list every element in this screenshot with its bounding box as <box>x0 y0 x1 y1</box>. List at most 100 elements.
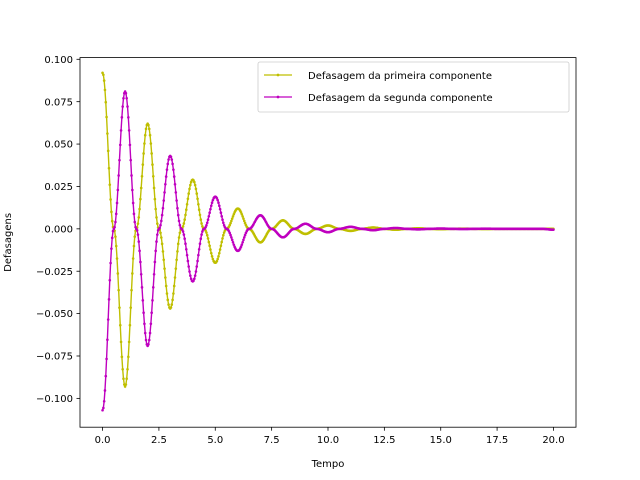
series-point <box>127 340 131 344</box>
series-point <box>139 197 142 201</box>
series-point <box>216 257 219 261</box>
series-point <box>164 276 167 279</box>
series-point <box>188 270 191 273</box>
series-point <box>175 258 178 262</box>
series-point <box>124 383 128 386</box>
series-point <box>186 259 190 263</box>
series-point <box>131 272 134 275</box>
series-point <box>205 231 208 234</box>
y-tick-label: −0.050 <box>36 309 73 320</box>
series-point <box>110 247 113 250</box>
series-point <box>169 155 173 159</box>
series-point <box>175 199 178 202</box>
series-markers-1 <box>101 71 555 388</box>
series-point <box>131 201 135 205</box>
series-point <box>132 212 136 216</box>
series-point <box>195 192 199 195</box>
series-point <box>141 163 145 166</box>
series-point <box>221 237 224 240</box>
series-point <box>143 142 146 145</box>
series-point <box>196 259 199 263</box>
y-axis: −0.100 −0.075 −0.050 −0.025 0.000 0.025 0.050 0… <box>36 55 80 405</box>
series-point <box>204 229 207 232</box>
series-point <box>239 245 243 249</box>
series-point <box>231 215 235 218</box>
series-point <box>164 175 168 178</box>
legend-label-segunda: Defasagem da segunda componente <box>308 93 493 104</box>
series-point <box>193 183 197 187</box>
series-point <box>216 198 219 202</box>
series-point <box>117 174 120 177</box>
series-point <box>102 399 106 403</box>
series-point <box>120 355 124 359</box>
series-point <box>147 127 151 131</box>
series-point <box>128 143 132 147</box>
series-point <box>232 243 236 246</box>
x-tick-label: 12.5 <box>373 435 395 446</box>
series-point <box>178 223 182 227</box>
series-point <box>230 238 234 242</box>
series-point <box>205 233 209 237</box>
series-point <box>121 105 124 108</box>
x-axis: 0.0 2.5 5.0 7.5 10.0 12.5 15.0 17.5 20.0 <box>95 427 565 446</box>
series-point <box>209 204 213 208</box>
series-point <box>141 299 145 302</box>
series-point <box>156 233 159 236</box>
series-point <box>167 303 170 306</box>
legend-box <box>257 61 570 113</box>
series-point <box>149 322 153 326</box>
x-tick-label: 0.0 <box>95 435 111 446</box>
series-point <box>205 221 209 225</box>
series-point <box>109 261 112 265</box>
series-point <box>197 253 200 257</box>
series-point <box>196 197 199 201</box>
series-point <box>242 217 245 220</box>
series-point <box>105 115 108 119</box>
series-point <box>161 250 165 253</box>
series-point <box>131 257 135 260</box>
y-tick-label: −0.025 <box>36 267 73 278</box>
series-point <box>230 217 234 220</box>
series-point <box>140 174 144 178</box>
series-point <box>123 385 127 388</box>
series-point <box>136 222 140 225</box>
series-point <box>173 276 177 279</box>
series-point <box>107 166 111 170</box>
series-point <box>161 206 165 210</box>
series-point <box>222 231 226 234</box>
series-point <box>153 197 157 201</box>
series-point <box>172 284 176 288</box>
series-point <box>242 238 245 242</box>
series-point <box>184 242 187 246</box>
series-point <box>210 201 214 204</box>
series-point <box>119 340 123 344</box>
series-point <box>240 243 244 246</box>
series-point <box>165 168 169 171</box>
series-point <box>198 242 202 246</box>
series-point <box>106 149 110 153</box>
series-point <box>170 158 174 161</box>
series-point <box>104 100 108 104</box>
series-point <box>206 218 210 222</box>
series-point <box>120 116 124 119</box>
x-axis-label: Tempo <box>311 459 345 470</box>
series-point <box>200 233 203 236</box>
series-point <box>208 244 211 248</box>
series-point <box>167 158 170 161</box>
y-tick-label: 0.100 <box>44 55 73 66</box>
series-point <box>151 286 155 289</box>
series-point <box>166 162 170 166</box>
x-tick-label: 10.0 <box>317 435 339 446</box>
series-point <box>189 274 192 277</box>
series-point <box>115 201 119 205</box>
x-tick-label: 7.5 <box>264 435 280 446</box>
series-point <box>209 248 212 251</box>
series-point <box>113 225 116 229</box>
series-point <box>163 191 166 194</box>
series-point <box>159 231 162 235</box>
series-point <box>116 272 120 275</box>
series-point <box>107 298 111 301</box>
series-point <box>193 274 197 277</box>
series-point <box>125 377 128 381</box>
series-point <box>103 88 107 92</box>
